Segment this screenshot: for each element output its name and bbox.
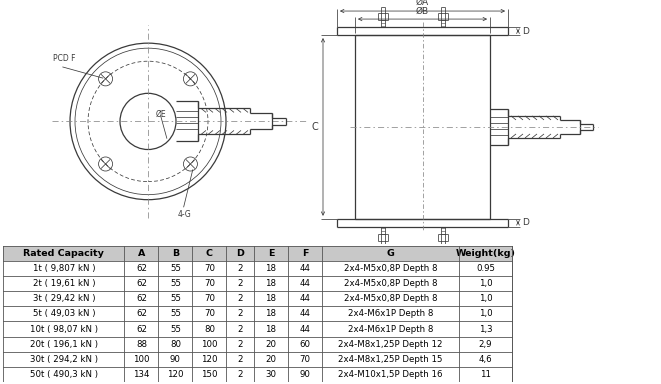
Text: ØA: ØA	[416, 0, 429, 7]
Text: 44: 44	[299, 264, 311, 273]
Text: 62: 62	[136, 310, 147, 318]
Text: 3t ( 29,42 kN ): 3t ( 29,42 kN )	[32, 294, 95, 303]
Text: 120: 120	[201, 355, 217, 364]
Text: 2x4-M5x0,8P Depth 8: 2x4-M5x0,8P Depth 8	[344, 294, 438, 303]
Bar	[254, 246, 288, 261]
Text: ØB: ØB	[416, 7, 429, 16]
Text: 2x4-M8x1,25P Depth 12: 2x4-M8x1,25P Depth 12	[338, 340, 443, 349]
Bar	[3, 246, 124, 261]
Text: 1t ( 9,807 kN ): 1t ( 9,807 kN )	[32, 264, 95, 273]
Text: 2,9: 2,9	[479, 340, 492, 349]
Text: 2: 2	[237, 264, 243, 273]
Text: 70: 70	[204, 264, 215, 273]
Text: 2: 2	[237, 294, 243, 303]
Text: C: C	[311, 122, 318, 132]
Text: 55: 55	[170, 279, 181, 288]
Text: 100: 100	[133, 355, 149, 364]
Text: 2: 2	[237, 355, 243, 364]
Text: 100: 100	[201, 340, 217, 349]
Text: 30: 30	[266, 370, 276, 379]
Text: E: E	[268, 249, 274, 258]
Text: 4,6: 4,6	[479, 355, 492, 364]
Text: 11: 11	[480, 370, 491, 379]
Text: 2x4-M5x0,8P Depth 8: 2x4-M5x0,8P Depth 8	[344, 279, 438, 288]
Text: 18: 18	[266, 310, 276, 318]
Text: 80: 80	[170, 340, 181, 349]
Text: 2: 2	[237, 324, 243, 334]
Bar	[322, 246, 459, 261]
Text: 20: 20	[266, 340, 276, 349]
Text: 60: 60	[299, 340, 311, 349]
Text: 30t ( 294,2 kN ): 30t ( 294,2 kN )	[30, 355, 98, 364]
Text: 2x4-M8x1,25P Depth 15: 2x4-M8x1,25P Depth 15	[338, 355, 443, 364]
Text: 5t ( 49,03 kN ): 5t ( 49,03 kN )	[32, 310, 95, 318]
Text: 44: 44	[299, 294, 311, 303]
Text: 120: 120	[167, 370, 184, 379]
Text: 55: 55	[170, 294, 181, 303]
Text: 2: 2	[237, 370, 243, 379]
Bar	[459, 246, 512, 261]
Text: 1,0: 1,0	[479, 279, 492, 288]
Text: F: F	[301, 249, 308, 258]
Bar	[124, 246, 159, 261]
Text: 18: 18	[266, 264, 276, 273]
Bar	[288, 246, 322, 261]
Text: C: C	[206, 249, 213, 258]
Text: 20t ( 196,1 kN ): 20t ( 196,1 kN )	[30, 340, 98, 349]
Text: D: D	[522, 26, 529, 36]
Text: 150: 150	[201, 370, 217, 379]
Text: 1,0: 1,0	[479, 294, 492, 303]
Text: 1,0: 1,0	[479, 310, 492, 318]
Text: 62: 62	[136, 264, 147, 273]
Text: 70: 70	[204, 310, 215, 318]
Text: 70: 70	[204, 279, 215, 288]
Text: 2t ( 19,61 kN ): 2t ( 19,61 kN )	[32, 279, 95, 288]
Text: 55: 55	[170, 324, 181, 334]
Text: 2x4-M5x0,8P Depth 8: 2x4-M5x0,8P Depth 8	[344, 264, 438, 273]
Text: 70: 70	[299, 355, 311, 364]
Text: 1,3: 1,3	[479, 324, 492, 334]
Text: 88: 88	[136, 340, 147, 349]
Text: 44: 44	[299, 324, 311, 334]
Text: Rated Capacity: Rated Capacity	[23, 249, 104, 258]
Text: 18: 18	[266, 324, 276, 334]
Text: 44: 44	[299, 310, 311, 318]
Text: 90: 90	[299, 370, 311, 379]
Bar	[192, 246, 227, 261]
Text: PCD F: PCD F	[53, 54, 75, 63]
Text: 55: 55	[170, 264, 181, 273]
Text: 55: 55	[170, 310, 181, 318]
Text: 2x4-M6x1P Depth 8: 2x4-M6x1P Depth 8	[348, 310, 434, 318]
Text: 44: 44	[299, 279, 311, 288]
Text: 70: 70	[204, 294, 215, 303]
Bar	[227, 246, 254, 261]
Text: 18: 18	[266, 279, 276, 288]
Text: 62: 62	[136, 279, 147, 288]
Text: 80: 80	[204, 324, 215, 334]
Text: ØE: ØE	[156, 109, 167, 118]
Text: 2x4-M10x1,5P Depth 16: 2x4-M10x1,5P Depth 16	[338, 370, 443, 379]
Text: D: D	[522, 218, 529, 227]
Text: 0.95: 0.95	[476, 264, 495, 273]
Text: 50t ( 490,3 kN ): 50t ( 490,3 kN )	[30, 370, 98, 379]
Text: 18: 18	[266, 294, 276, 303]
Text: B: B	[172, 249, 179, 258]
Text: 2: 2	[237, 340, 243, 349]
Bar	[159, 246, 192, 261]
Text: 90: 90	[170, 355, 181, 364]
Text: 10t ( 98,07 kN ): 10t ( 98,07 kN )	[30, 324, 98, 334]
Text: 4-G: 4-G	[178, 210, 192, 219]
Text: 20: 20	[266, 355, 276, 364]
Text: 2: 2	[237, 310, 243, 318]
Text: 62: 62	[136, 324, 147, 334]
Text: 134: 134	[133, 370, 149, 379]
Text: 62: 62	[136, 294, 147, 303]
Text: 2: 2	[237, 279, 243, 288]
Text: A: A	[137, 249, 145, 258]
Text: G: G	[387, 249, 395, 258]
Text: D: D	[236, 249, 244, 258]
Text: Weight(kg): Weight(kg)	[455, 249, 516, 258]
Text: 2x4-M6x1P Depth 8: 2x4-M6x1P Depth 8	[348, 324, 434, 334]
